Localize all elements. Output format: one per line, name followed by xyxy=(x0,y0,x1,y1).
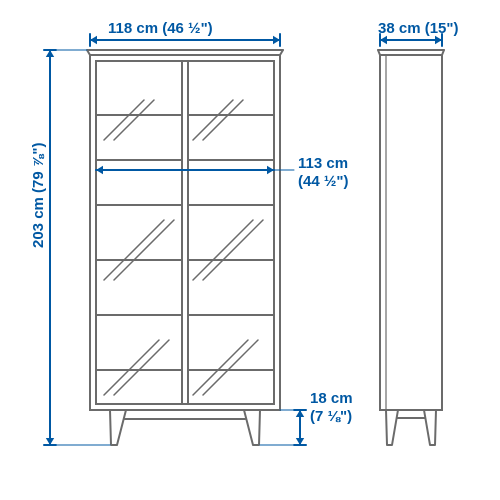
dim-width-label: 118 cm (46 ½") xyxy=(108,20,213,38)
dim-inner-label: 113 cm (44 ½") xyxy=(298,155,348,191)
drawing-svg xyxy=(0,0,500,500)
dim-depth-label: 38 cm (15") xyxy=(378,20,459,38)
dim-leg-label: 18 cm (7 ⅛") xyxy=(310,390,353,426)
dimension-diagram: 118 cm (46 ½") 38 cm (15") 113 cm (44 ½"… xyxy=(0,0,500,500)
dim-height-label: 203 cm (79 ⅞") xyxy=(30,142,48,248)
